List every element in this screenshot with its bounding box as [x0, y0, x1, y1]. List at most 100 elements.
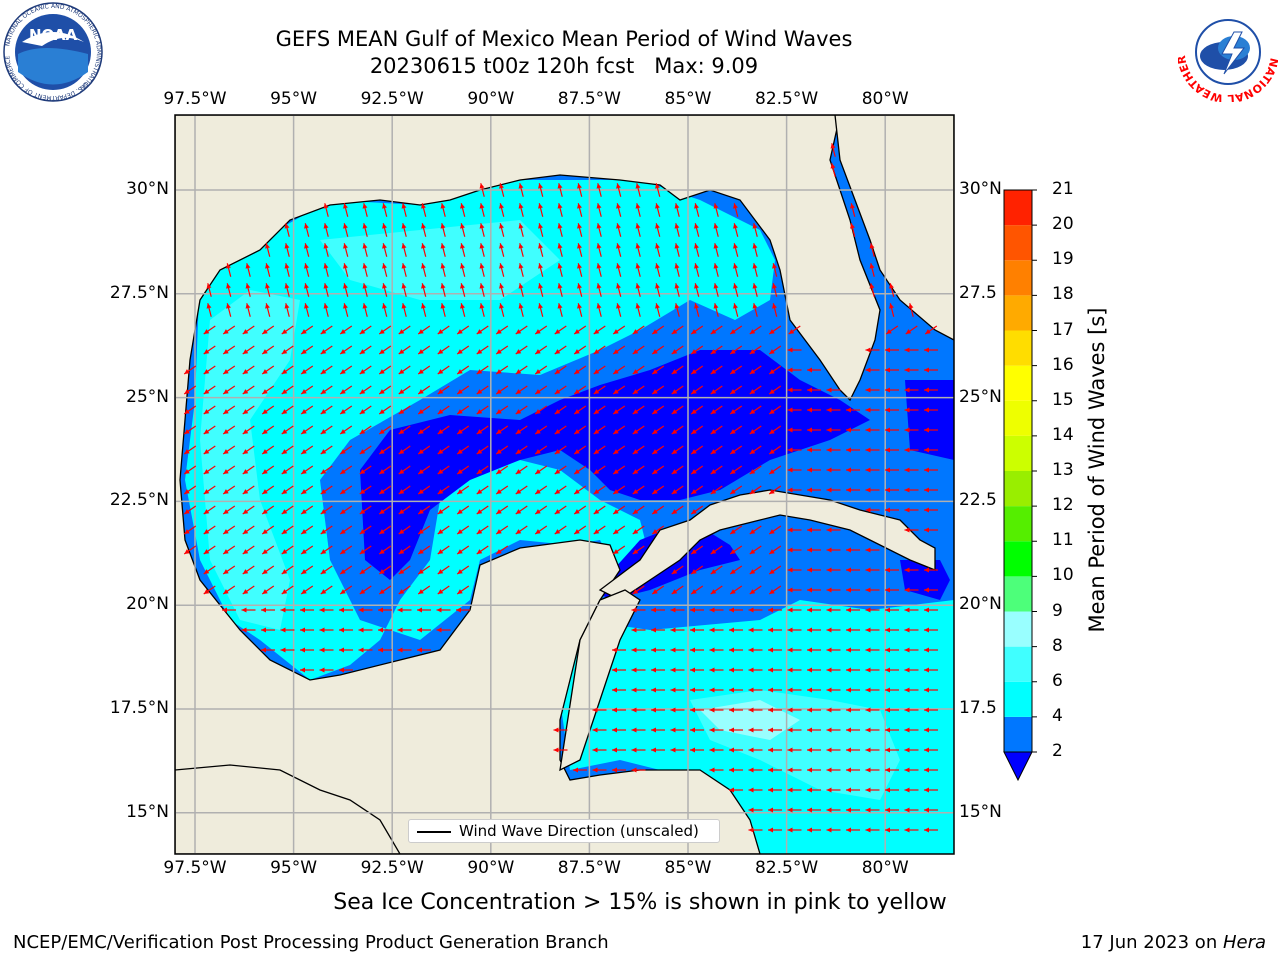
wave-direction-arrow [826, 387, 841, 393]
wave-direction-arrow [421, 283, 427, 297]
wave-direction-arrow [616, 283, 622, 297]
wave-direction-arrow [284, 223, 290, 237]
wave-direction-arrow [398, 385, 411, 395]
wave-direction-arrow [261, 345, 275, 355]
wave-direction-arrow [401, 223, 407, 237]
wave-direction-arrow [612, 325, 626, 335]
wave-direction-arrow [924, 487, 938, 493]
wave-direction-arrow [787, 487, 802, 493]
colorbar-tick-label: 4 [1052, 705, 1063, 726]
wave-direction-arrow [378, 345, 392, 355]
wave-direction-arrow [752, 223, 758, 237]
wave-direction-arrow [807, 467, 821, 473]
wave-direction-arrow [456, 365, 470, 375]
wave-direction-arrow [261, 505, 275, 515]
wave-direction-arrow [573, 365, 587, 375]
wave-direction-arrow [499, 283, 505, 297]
wave-direction-arrow [694, 303, 700, 317]
wave-direction-arrow [865, 367, 880, 373]
wave-direction-arrow [710, 445, 723, 455]
wave-direction-arrow [476, 405, 489, 415]
wave-direction-arrow [534, 505, 548, 515]
wave-direction-arrow [401, 263, 407, 277]
wave-direction-arrow [382, 223, 388, 237]
wave-direction-arrow [495, 465, 509, 475]
wave-direction-arrow [421, 263, 427, 277]
wave-direction-arrow [300, 405, 314, 415]
wave-direction-arrow [729, 405, 743, 415]
wave-direction-arrow [437, 445, 450, 455]
wave-direction-arrow [772, 263, 778, 277]
wave-direction-arrow [382, 203, 388, 217]
wave-direction-arrow [632, 465, 645, 475]
wave-direction-arrow [573, 525, 587, 535]
wave-direction-arrow [323, 203, 329, 217]
wave-direction-arrow [437, 345, 450, 355]
wave-direction-arrow [382, 283, 388, 297]
wave-direction-arrow [203, 465, 216, 475]
wave-direction-arrow [752, 303, 758, 317]
wave-direction-arrow [226, 303, 232, 317]
wave-direction-arrow [612, 465, 626, 475]
wave-direction-arrow [534, 365, 548, 375]
colorbar-extend-min [1003, 751, 1033, 782]
wave-direction-arrow [538, 223, 544, 237]
wave-direction-arrow [690, 325, 704, 335]
wave-direction-arrow [362, 203, 368, 217]
wave-direction-arrow [787, 467, 802, 473]
wave-direction-arrow [206, 283, 212, 297]
wave-direction-arrow [245, 263, 251, 277]
wave-direction-arrow [655, 263, 661, 277]
wave-direction-arrow [300, 345, 314, 355]
noaa-logo: NOAA NATIONAL OCEANIC AND ATMOSPHERIC AD… [3, 2, 103, 102]
wave-direction-arrow [694, 223, 700, 237]
wave-direction-arrow [440, 303, 446, 317]
wave-direction-arrow [554, 485, 567, 495]
wave-direction-arrow [616, 303, 622, 317]
wave-direction-arrow [885, 387, 899, 393]
wave-direction-arrow [281, 485, 294, 495]
wave-direction-arrow [437, 385, 450, 395]
wave-direction-arrow [908, 303, 914, 317]
wave-direction-arrow [577, 203, 583, 217]
wave-direction-arrow [362, 303, 368, 317]
wave-direction-arrow [300, 505, 314, 515]
wave-direction-arrow [612, 405, 626, 415]
wave-direction-arrow [456, 325, 470, 335]
wave-direction-arrow [729, 445, 743, 455]
wave-direction-arrow [359, 525, 372, 535]
wave-direction-arrow [690, 405, 704, 415]
wave-direction-arrow [417, 505, 431, 515]
wave-direction-arrow [460, 283, 466, 297]
wave-direction-arrow [635, 283, 641, 297]
wave-direction-arrow [281, 445, 294, 455]
colorbar-tick-label: 9 [1052, 600, 1063, 621]
wave-direction-arrow [651, 325, 665, 335]
wave-direction-arrow [865, 347, 880, 353]
wave-direction-arrow [577, 183, 583, 197]
wave-direction-arrow [593, 345, 606, 355]
wave-direction-arrow [534, 385, 548, 395]
wave-direction-arrow [323, 263, 329, 277]
wave-direction-arrow [320, 445, 333, 455]
wave-direction-arrow [206, 303, 212, 317]
field-0-2s-straits [905, 380, 954, 460]
wave-direction-arrow [632, 345, 645, 355]
wave-direction-arrow [733, 243, 739, 257]
colorbar-tick-label: 19 [1052, 249, 1074, 270]
wave-direction-arrow [479, 303, 485, 317]
wave-direction-arrow [437, 465, 450, 475]
chart-subtitle: 20230615 t00z 120h fcst Max: 9.09 [369, 54, 759, 78]
wave-direction-arrow [460, 223, 466, 237]
wave-direction-arrow [320, 525, 333, 535]
wave-direction-arrow [320, 405, 333, 415]
wave-direction-arrow [534, 325, 548, 335]
wave-direction-arrow [671, 505, 684, 515]
wave-direction-arrow [768, 345, 782, 355]
wave-direction-arrow [320, 485, 333, 495]
wave-direction-arrow [655, 243, 661, 257]
wave-direction-arrow [203, 445, 216, 455]
wave-direction-arrow [596, 183, 602, 197]
wave-direction-arrow [476, 525, 489, 535]
wave-direction-arrow [710, 345, 723, 355]
